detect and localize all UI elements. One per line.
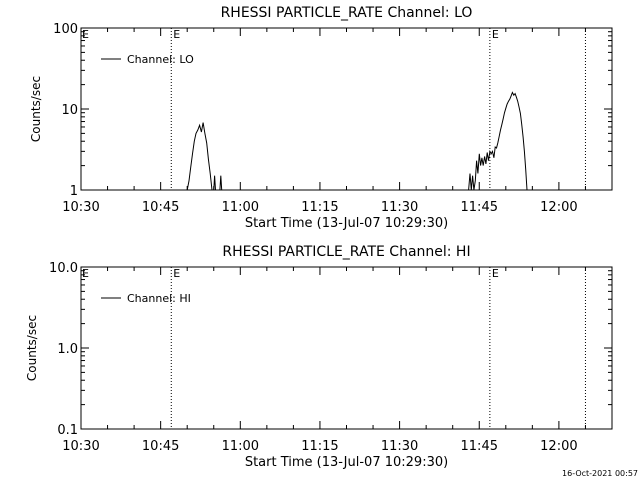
event-marker-label: E [492,267,499,280]
x-tick-label: 10:30 [62,200,99,215]
x-axis-label: Start Time (13-Jul-07 10:29:30) [245,455,448,470]
y-tick-label: 10 [61,103,78,118]
chart-panel-1: RHESSI PARTICLE_RATE Channel: HI Start Ti… [25,244,613,470]
series-line [213,175,216,191]
x-tick-label: 12:00 [540,200,577,215]
x-tick-label: 10:45 [142,439,179,454]
y-tick-label: 10.0 [49,261,78,276]
series-line [219,175,223,191]
x-tick-label: 11:30 [381,439,418,454]
series-line [186,122,213,191]
footer-timestamp: 16-Oct-2021 00:57 [562,469,638,478]
series-line [468,91,528,191]
chart-title: RHESSI PARTICLE_RATE Channel: LO [221,5,473,21]
x-tick-label: 11:45 [461,439,498,454]
legend-entry: Channel: HI [127,292,191,305]
y-tick-label: 100 [53,22,78,37]
x-tick-label: 12:00 [540,439,577,454]
event-marker-label: E [492,28,499,41]
event-marker-label: E [82,267,89,280]
x-tick-label: 11:45 [461,200,498,215]
x-tick-label: 11:15 [301,439,338,454]
x-axis-label: Start Time (13-Jul-07 10:29:30) [245,216,448,231]
event-marker-label: E [82,28,89,41]
y-axis-label: Counts/sec [25,315,39,381]
legend-entry: Channel: LO [127,53,194,66]
y-tick-label: 1.0 [57,342,78,357]
y-tick-label: 0.1 [57,423,78,438]
x-tick-label: 10:30 [62,439,99,454]
event-marker-label: E [173,267,180,280]
x-tick-label: 10:45 [142,200,179,215]
event-marker-label: E [173,28,180,41]
x-tick-label: 11:00 [222,200,259,215]
y-tick-label: 1 [70,184,78,199]
x-tick-label: 11:15 [301,200,338,215]
y-axis-label: Counts/sec [29,76,43,142]
chart-panel-0: RHESSI PARTICLE_RATE Channel: LO Start Ti… [29,5,613,231]
x-tick-label: 11:00 [222,439,259,454]
chart-title: RHESSI PARTICLE_RATE Channel: HI [222,244,470,260]
x-tick-label: 11:30 [381,200,418,215]
